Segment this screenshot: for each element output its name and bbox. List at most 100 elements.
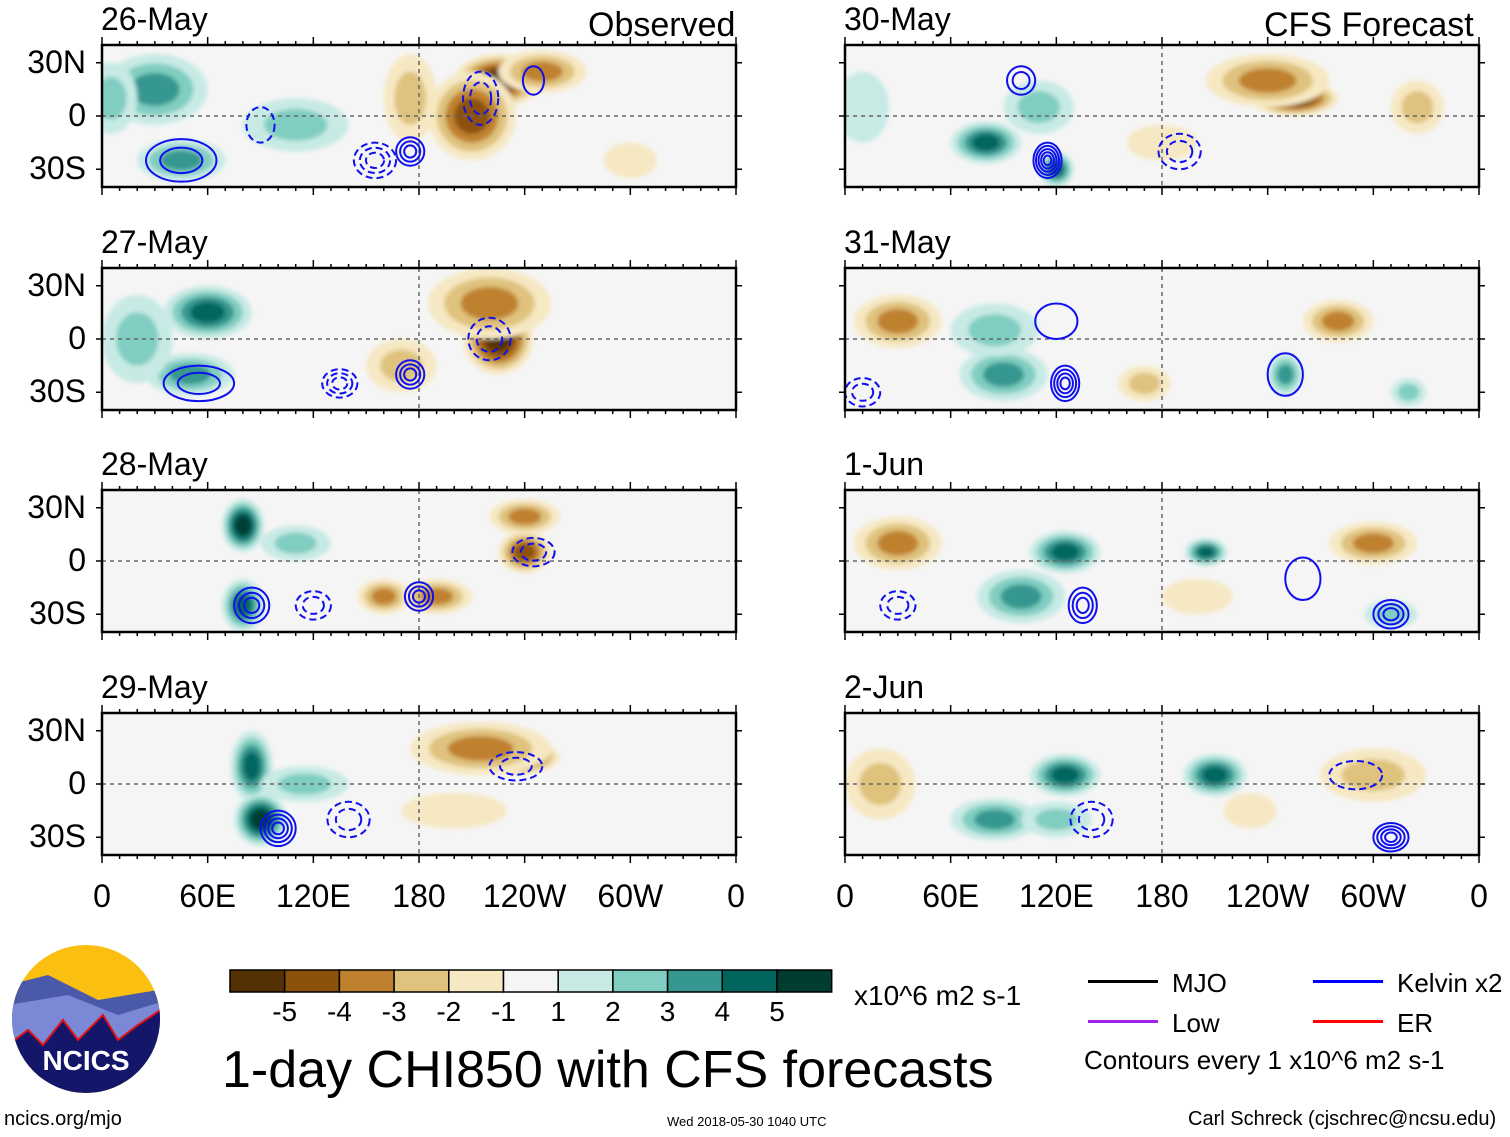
- anomaly-fill: [1223, 792, 1277, 829]
- panel-date-label: 30-May: [844, 1, 951, 37]
- colorbar-tick: -1: [491, 996, 516, 1027]
- kelvin-contour: [1053, 368, 1078, 399]
- observed-label: Observed: [588, 6, 736, 44]
- map-panel-31-May: [845, 268, 1479, 410]
- kelvin-contour: [1006, 65, 1037, 96]
- kelvin-contour: [1042, 154, 1053, 167]
- lon-tick-label: 0: [1470, 878, 1488, 914]
- legend-label: Low: [1172, 1008, 1220, 1038]
- footer-timestamp: Wed 2018-05-30 1040 UTC: [667, 1114, 827, 1129]
- colorbar-tick: -4: [326, 996, 352, 1027]
- anomaly-fill: [1128, 372, 1161, 395]
- footer-author: Carl Schreck (cjschrec@ncsu.edu): [1188, 1108, 1497, 1130]
- kelvin-contour: [403, 144, 418, 159]
- colorbar-swatch: [776, 969, 833, 993]
- legend-label: Kelvin x2: [1397, 968, 1503, 998]
- lat-tick-label: 30S: [29, 818, 86, 855]
- kelvin-contour: [1056, 372, 1074, 395]
- map-panel-26-May: [102, 45, 736, 187]
- footer-url: ncics.org/mjo: [4, 1108, 122, 1130]
- kelvin-contour: [267, 817, 289, 840]
- kelvin-contour: [1032, 141, 1063, 180]
- kelvin-contour: [1376, 825, 1406, 850]
- kelvin-contour: [1157, 132, 1202, 171]
- kelvin-contour: [1077, 807, 1106, 832]
- anomaly-fill: [1035, 808, 1078, 831]
- anomaly-fill: [1401, 91, 1434, 124]
- kelvin-contour: [403, 581, 435, 612]
- lon-tick-label: 180: [392, 878, 446, 914]
- kelvin-contour: [845, 377, 882, 408]
- colorbar-swatch: [557, 969, 614, 993]
- lon-tick-label: 0: [836, 878, 854, 914]
- kelvin-contour: [326, 800, 371, 839]
- kelvin-contour: [1372, 599, 1410, 630]
- kelvin-contour: [851, 382, 875, 402]
- colorbar: [229, 969, 833, 993]
- kelvin-contour: [411, 589, 427, 604]
- anomaly-fill: [982, 362, 1025, 387]
- anomaly-fill: [264, 108, 328, 141]
- kelvin-contour: [238, 591, 266, 620]
- units-label: x10^6 m2 s-1: [854, 980, 1022, 1011]
- kelvin-contour: [1382, 607, 1400, 622]
- ncics-logo: NCICS: [12, 945, 160, 1093]
- kelvin-contour: [395, 359, 426, 390]
- map-panel-1-Jun: [845, 490, 1479, 632]
- legend-label: MJO: [1172, 968, 1227, 998]
- anomaly-fill: [1341, 759, 1406, 792]
- kelvin-contour: [259, 809, 297, 848]
- lon-tick-label: 120W: [482, 878, 567, 914]
- kelvin-contour: [469, 81, 493, 116]
- colorbar-tick: -3: [381, 996, 407, 1027]
- lat-tick-label: 0: [68, 765, 86, 801]
- kelvin-contour: [879, 590, 917, 621]
- colorbar-tick: 2: [605, 996, 621, 1027]
- logo-text: NCICS: [42, 1045, 129, 1076]
- anomaly-fill: [514, 543, 536, 561]
- kelvin-contour: [462, 70, 500, 126]
- kelvin-contour: [511, 536, 556, 568]
- colorbar-swatch: [229, 969, 286, 993]
- lat-tick-label: 30N: [27, 43, 86, 80]
- kelvin-contour: [364, 151, 386, 169]
- colorbar-tick: -5: [272, 996, 298, 1027]
- lat-tick-label: 30S: [29, 595, 86, 632]
- kelvin-contour: [263, 813, 293, 844]
- kelvin-contour: [1380, 828, 1402, 847]
- lon-tick-label: 60W: [1340, 878, 1407, 914]
- anomaly-fill: [1277, 364, 1294, 385]
- anomaly-fill: [102, 76, 127, 120]
- lon-tick-label: 0: [93, 878, 111, 914]
- lon-tick-label: 60E: [922, 878, 980, 914]
- lon-tick-label: 120W: [1225, 878, 1310, 914]
- kelvin-contour: [271, 821, 285, 836]
- lat-tick-label: 0: [68, 97, 86, 133]
- anomaly-fill: [877, 530, 919, 556]
- anomaly-fill: [274, 532, 317, 554]
- kelvin-contour: [1034, 302, 1079, 340]
- kelvin-contour: [403, 367, 418, 382]
- anomaly-fill: [508, 508, 542, 525]
- legend-line-er: [1313, 1020, 1383, 1023]
- kelvin-contour: [233, 586, 271, 625]
- anomaly-fill: [447, 736, 514, 761]
- kelvin-contour: [1071, 591, 1094, 620]
- anomaly-fill: [1051, 543, 1080, 561]
- panel-date-label: 29-May: [101, 669, 208, 705]
- anomaly-fill: [460, 286, 519, 321]
- anomaly-fill: [1321, 311, 1355, 332]
- kelvin-contour: [1377, 603, 1405, 626]
- lat-tick-label: 0: [68, 542, 86, 578]
- map-panel-28-May: [102, 490, 736, 632]
- colorbar-tick: 5: [769, 996, 785, 1027]
- panel-date-label: 1-Jun: [844, 446, 925, 482]
- panel-date-label: 28-May: [101, 446, 208, 482]
- kelvin-contour: [1069, 800, 1114, 839]
- kelvin-contour: [1011, 70, 1031, 91]
- lat-tick-label: 30S: [29, 150, 86, 187]
- anomaly-fill: [1397, 383, 1420, 401]
- figure-title: 1-day CHI850 with CFS forecasts: [222, 1041, 994, 1099]
- kelvin-contour: [358, 146, 392, 175]
